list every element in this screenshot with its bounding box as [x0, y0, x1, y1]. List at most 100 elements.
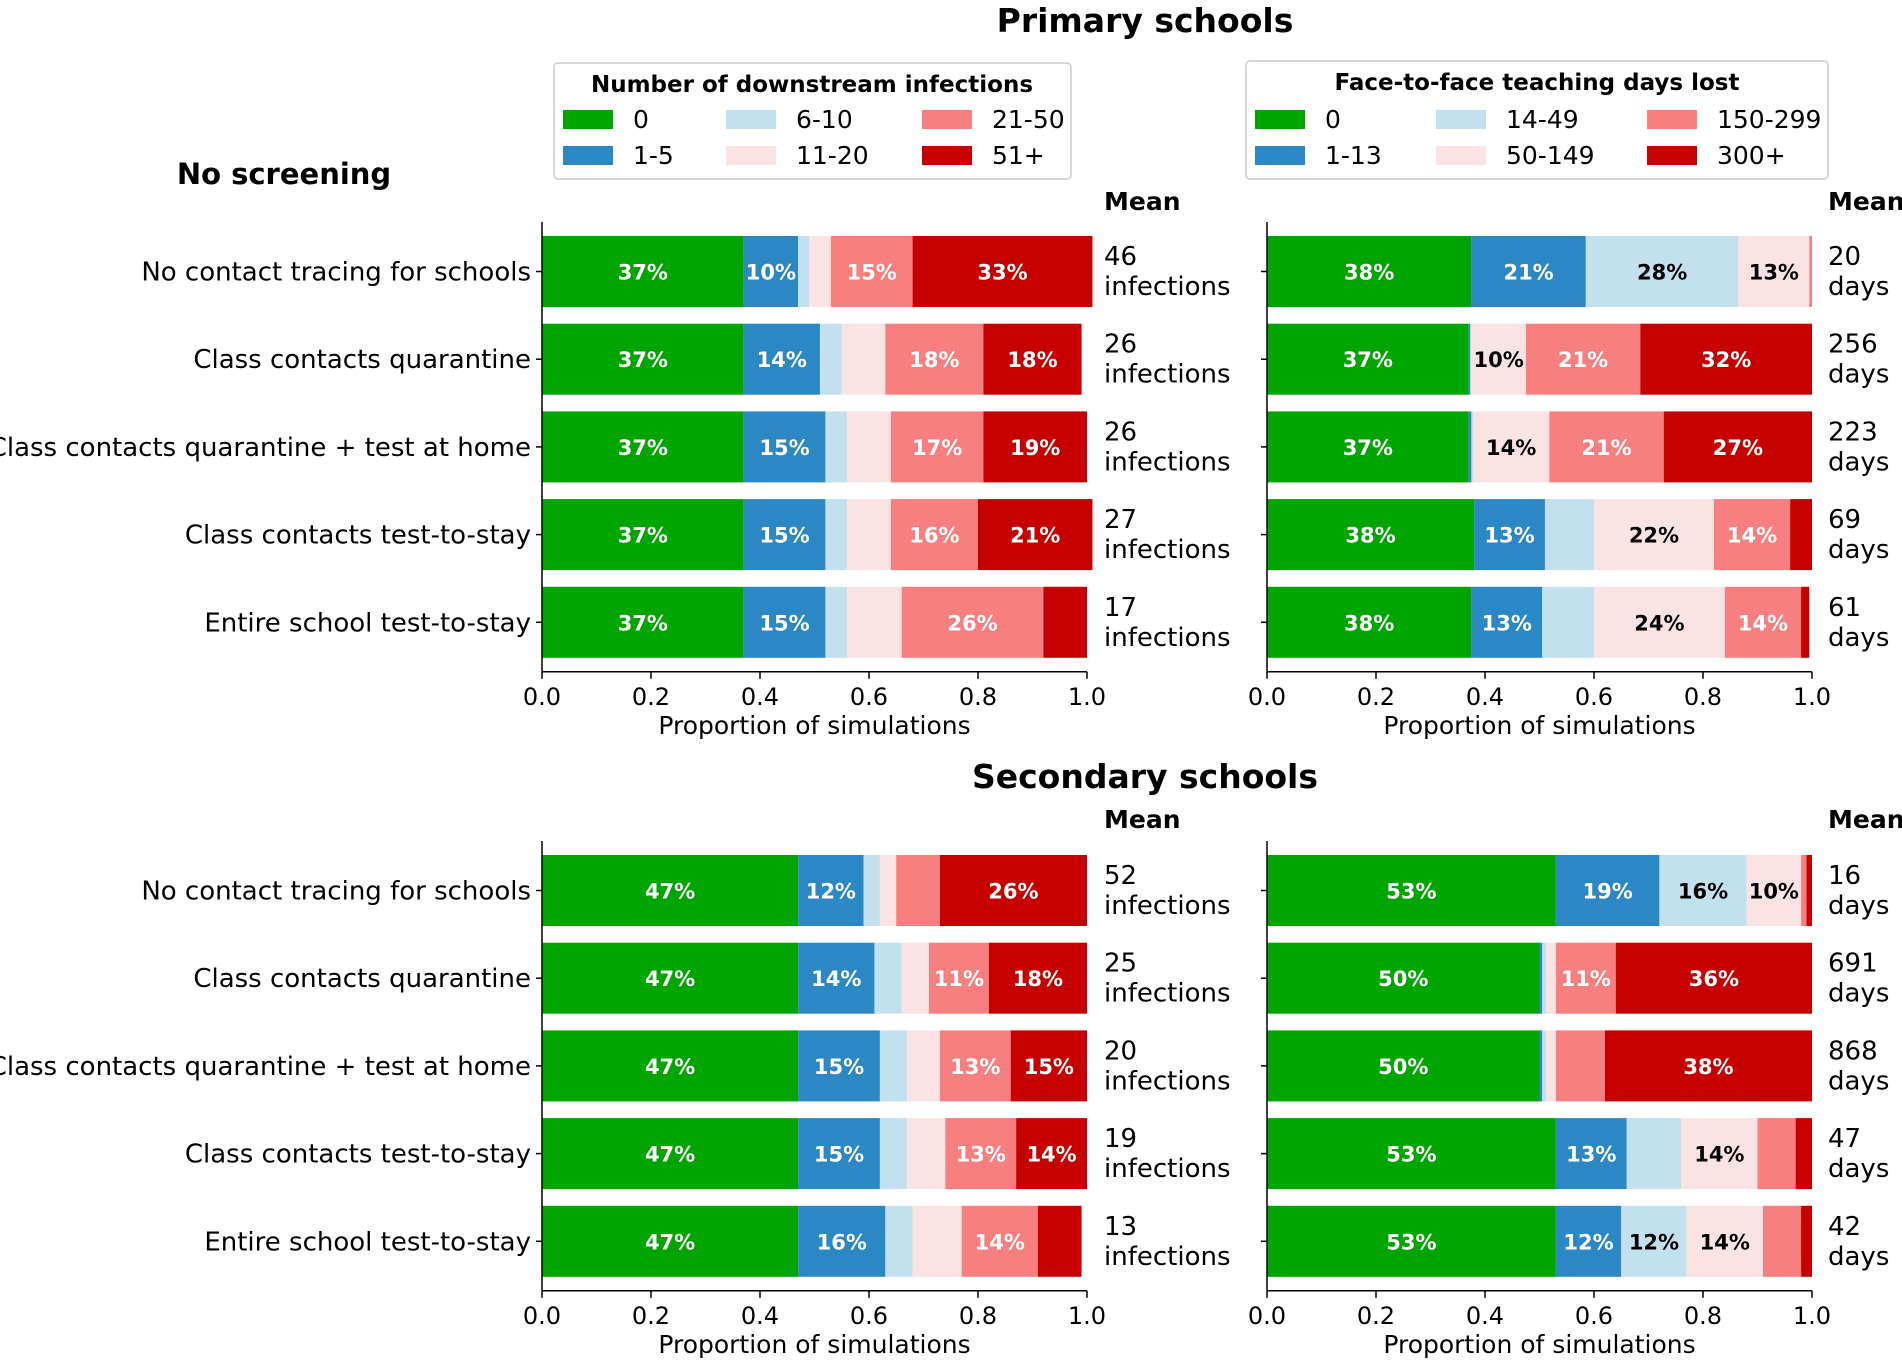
data-label: 10%	[1473, 348, 1523, 372]
bar-segment	[1267, 942, 1540, 1014]
bar-segment	[1542, 1030, 1547, 1102]
data-label: 21%	[1581, 436, 1631, 460]
bar-segment	[1801, 586, 1810, 658]
mean-value: 16	[1828, 861, 1861, 891]
bar-segment	[1267, 499, 1475, 571]
bar-segment	[1681, 1118, 1758, 1190]
bar-segment	[1473, 411, 1550, 483]
bar-segment	[1267, 855, 1556, 926]
data-label: 37%	[618, 348, 668, 372]
bar-segment	[743, 499, 826, 571]
data-label: 26%	[988, 880, 1038, 904]
bar-segment	[1626, 1118, 1682, 1190]
mean-unit: days	[1828, 1154, 1889, 1184]
mean-value: 26	[1104, 417, 1137, 447]
x-axis-label: Proportion of simulations	[1383, 1330, 1695, 1359]
bar-segment	[1549, 411, 1664, 483]
mean-unit: days	[1828, 891, 1889, 921]
bar-segment	[928, 942, 989, 1014]
x-axis-label: Proportion of simulations	[658, 1330, 970, 1359]
data-label: 19%	[1582, 880, 1632, 904]
bar-segment	[1659, 855, 1747, 926]
mean-unit: days	[1828, 360, 1889, 390]
bar-segment	[743, 586, 826, 658]
category-label: Class contacts test-to-stay	[185, 521, 531, 551]
bar-segment	[1471, 586, 1543, 658]
data-label: 53%	[1386, 880, 1436, 904]
data-label: 11%	[1561, 967, 1611, 991]
data-label: 17%	[912, 436, 962, 460]
bar-segment	[1615, 942, 1812, 1014]
bar-segment	[1585, 236, 1739, 307]
data-label: 47%	[645, 1055, 695, 1079]
mean-unit: infections	[1104, 1066, 1231, 1096]
data-label: 13%	[1566, 1143, 1616, 1167]
mean-unit: infections	[1104, 1154, 1231, 1184]
bar-segment	[1037, 1205, 1082, 1277]
bar-segment	[1809, 236, 1812, 307]
data-label: 21%	[1010, 524, 1060, 548]
bar-segment	[983, 323, 1082, 395]
bar-segment	[542, 1118, 799, 1190]
bar-segment	[542, 323, 744, 395]
bar-segment	[1555, 1205, 1622, 1277]
bar-segment	[542, 1205, 799, 1277]
bar-segment	[1043, 586, 1087, 658]
bar-segment	[841, 323, 886, 395]
bar-segment	[798, 942, 875, 1014]
legend-swatch	[1647, 146, 1697, 165]
bar-segment	[1686, 1205, 1763, 1277]
data-label: 15%	[814, 1055, 864, 1079]
bar-segment	[879, 1118, 908, 1190]
bar-segment	[1806, 855, 1812, 926]
bar-segment	[542, 236, 744, 307]
legend-entry: 6-10	[796, 105, 853, 134]
x-tick-label: 0.8	[1684, 683, 1722, 711]
bar-segment	[847, 411, 891, 483]
mean-value: 52	[1104, 861, 1137, 891]
bar-segment	[978, 499, 1093, 571]
data-label: 38%	[1344, 611, 1394, 635]
bar-segment	[1010, 1030, 1087, 1102]
legend-entry: 14-49	[1506, 105, 1579, 134]
bar-segment	[542, 855, 799, 926]
bar-segment	[1640, 323, 1812, 395]
bar-segment	[798, 855, 864, 926]
legend-swatch	[563, 110, 613, 129]
bar-segment	[1713, 499, 1791, 571]
data-label: 38%	[1345, 524, 1395, 548]
bar-segment	[1267, 323, 1469, 395]
x-tick-label: 0.6	[850, 683, 888, 711]
bar-segment	[1546, 1030, 1556, 1102]
bar-segment	[901, 586, 1044, 658]
data-label: 26%	[947, 611, 997, 635]
data-label: 24%	[1634, 611, 1684, 635]
bar-segment	[939, 855, 1087, 926]
bar-segment	[890, 499, 978, 571]
data-label: 14%	[811, 967, 861, 991]
data-label: 37%	[618, 524, 668, 548]
bar-segment	[1471, 323, 1526, 395]
category-label: Entire school test-to-stay	[204, 1227, 531, 1257]
mean-value: 868	[1828, 1036, 1878, 1066]
panel-primary-infections: Mean No contact tracing for schools 37% 10%…	[0, 187, 1231, 740]
bar-segment	[896, 855, 940, 926]
data-label: 37%	[1343, 436, 1393, 460]
legend-days: Face-to-face teaching days lost 0 1-13 1…	[1245, 60, 1829, 180]
data-label: 18%	[1007, 348, 1057, 372]
x-tick-label: 0.2	[1357, 683, 1395, 711]
data-label: 14%	[1694, 1143, 1744, 1167]
bar-segment	[983, 411, 1087, 483]
data-label: 15%	[759, 611, 809, 635]
legend-days-title: Face-to-face teaching days lost	[1335, 70, 1740, 96]
x-tick-label: 0.4	[1466, 1302, 1504, 1330]
data-label: 13%	[950, 1055, 1000, 1079]
mean-unit: infections	[1104, 447, 1231, 477]
data-label: 38%	[1344, 261, 1394, 285]
x-tick-label: 0.0	[523, 1302, 561, 1330]
mean-value: 42	[1828, 1212, 1861, 1242]
data-label: 14%	[1486, 436, 1536, 460]
mean-unit: infections	[1104, 535, 1231, 565]
bar-segment	[1474, 499, 1545, 571]
